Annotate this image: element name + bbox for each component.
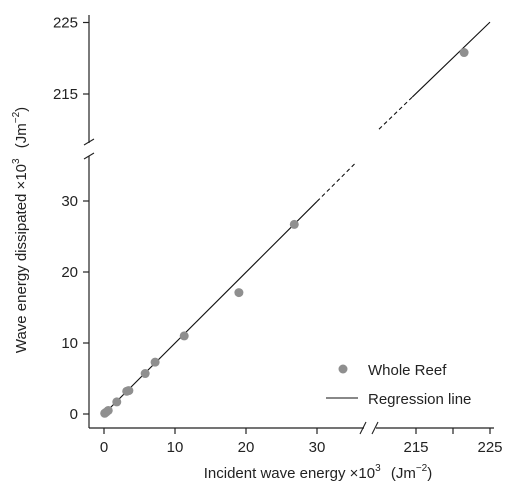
x-tick-label-0: 0 xyxy=(100,439,108,456)
y-axis-title-unit: (Jm xyxy=(13,123,30,148)
x-tick-label-215: 215 xyxy=(403,439,428,456)
data-point-whole-reef xyxy=(289,219,299,229)
x-tick-label-225: 225 xyxy=(477,439,502,456)
data-point-whole-reef xyxy=(103,405,113,415)
data-point-whole-reef xyxy=(179,331,189,341)
x-tick-label-30: 30 xyxy=(309,439,326,456)
regression-line-upper-dashed xyxy=(378,96,413,130)
y-axis-title-exponent: 3 xyxy=(11,158,22,164)
y-axis-break-mark xyxy=(83,138,95,160)
y-tick-label-30: 30 xyxy=(61,193,78,210)
data-point-whole-reef xyxy=(459,48,469,58)
y-axis-title-unit-exponent: −2 xyxy=(11,111,22,123)
data-point-whole-reef xyxy=(234,288,244,298)
regression-line-lower-dashed xyxy=(316,162,357,202)
y-axis-title-main: Wave energy dissipated ×10 xyxy=(13,164,30,353)
regression-line-lower xyxy=(103,201,318,415)
y-tick-label-225: 225 xyxy=(53,15,78,32)
y-tick-label-0: 0 xyxy=(70,406,78,423)
x-axis-title-main: Incident wave energy ×10 xyxy=(204,465,375,482)
data-point-whole-reef xyxy=(112,397,122,407)
x-axis-title-unit-close: ) xyxy=(427,465,432,482)
legend: Whole Reef Regression line xyxy=(326,362,471,408)
legend-label-whole-reef: Whole Reef xyxy=(368,362,447,379)
x-axis-title: Incident wave energy ×103 (Jm−2) xyxy=(204,463,433,482)
data-point-whole-reef xyxy=(124,386,134,396)
x-axis-title-unit: (Jm xyxy=(391,465,416,482)
data-point-whole-reef xyxy=(150,357,160,367)
x-axis-break-mark xyxy=(359,421,379,435)
legend-marker-whole-reef xyxy=(338,364,348,374)
data-point-whole-reef xyxy=(140,369,150,379)
y-tick-label-10: 10 xyxy=(61,335,78,352)
regression-line-upper xyxy=(411,21,491,98)
y-axis-title-unit-close: ) xyxy=(13,107,30,112)
y-tick-label-20: 20 xyxy=(61,264,78,281)
x-axis-title-exponent: 3 xyxy=(375,463,381,474)
x-tick-label-20: 20 xyxy=(238,439,255,456)
x-axis-title-unit-exponent: −2 xyxy=(416,463,428,474)
x-tick-label-10: 10 xyxy=(167,439,184,456)
y-tick-label-215: 215 xyxy=(53,86,78,103)
y-axis-title: Wave energy dissipated ×103 (Jm−2) xyxy=(11,107,30,353)
legend-label-regression: Regression line xyxy=(368,391,471,408)
